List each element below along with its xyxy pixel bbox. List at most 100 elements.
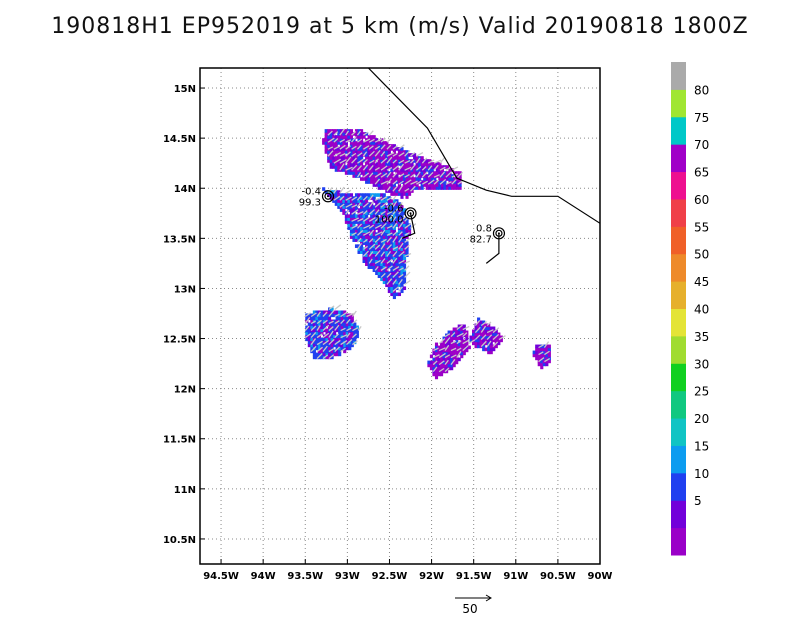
- echo-cell: [320, 337, 324, 342]
- colorbar-swatch: [671, 308, 686, 337]
- echo-cell: [360, 135, 364, 139]
- y-tick-label: 13N: [174, 284, 196, 295]
- echo-cell: [434, 372, 439, 377]
- echo-cell: [333, 337, 337, 342]
- echo-cell: [360, 156, 364, 160]
- echo-cell: [477, 344, 481, 349]
- echo-cell: [352, 141, 356, 145]
- echo-cell: [370, 138, 374, 142]
- echo-cell: [413, 165, 417, 169]
- echo-cell: [365, 144, 369, 148]
- echo-cell: [382, 177, 386, 181]
- echo-cell: [408, 189, 412, 193]
- echo-cell: [400, 147, 404, 151]
- wind-vector: [444, 344, 450, 351]
- vector-group: [432, 324, 476, 373]
- wind-vector: [398, 286, 403, 292]
- echo-cell: [317, 331, 322, 336]
- echo-cell: [382, 247, 386, 251]
- wind-vector: [310, 331, 317, 338]
- echo-cell: [349, 217, 354, 221]
- echo-cell: [413, 168, 417, 172]
- wind-vector: [357, 211, 364, 215]
- wind-vector: [410, 180, 418, 185]
- echo-cell: [339, 162, 343, 166]
- echo-cell: [362, 241, 366, 245]
- echo-cell: [420, 180, 424, 184]
- wind-vector: [316, 340, 323, 346]
- echo-cell: [338, 337, 342, 342]
- echo-cell: [343, 310, 347, 315]
- echo-cell: [405, 195, 409, 199]
- echo-cell: [402, 156, 407, 160]
- wind-vector: [356, 242, 363, 250]
- echo-cell: [482, 347, 486, 352]
- wind-vector: [410, 163, 417, 171]
- echo-cell: [370, 156, 374, 160]
- wind-vector: [427, 159, 435, 164]
- echo-cell: [397, 277, 402, 282]
- echo-cell: [352, 235, 356, 239]
- wind-vector: [433, 159, 442, 164]
- echo-cell: [372, 205, 376, 209]
- echo-cell: [465, 330, 469, 335]
- wind-vector: [450, 340, 457, 345]
- echo-cell: [395, 277, 399, 282]
- echo-cell: [415, 183, 419, 187]
- wind-vector: [438, 338, 446, 345]
- echo-cell: [460, 327, 464, 332]
- echo-cell: [353, 325, 357, 330]
- echo-cell: [367, 211, 371, 215]
- wind-vector: [386, 196, 393, 201]
- wind-vector: [351, 157, 357, 164]
- echo-cell: [385, 259, 389, 263]
- echo-cell: [445, 357, 449, 362]
- echo-cell: [325, 343, 329, 348]
- echo-cell: [338, 340, 342, 345]
- wind-vector: [334, 320, 340, 325]
- echo-cell: [367, 156, 371, 160]
- wind-vector: [368, 243, 376, 250]
- echo-cell: [447, 333, 451, 338]
- echo-cell: [367, 244, 371, 248]
- echo-cell: [349, 141, 354, 145]
- echo-cell: [375, 177, 379, 181]
- echo-cell: [350, 316, 354, 321]
- echo-cell: [365, 171, 369, 175]
- echo-cell: [320, 310, 324, 315]
- echo-cell: [410, 186, 414, 190]
- echo-cell: [387, 277, 391, 282]
- wind-vector: [339, 153, 346, 157]
- echo-cell: [357, 135, 361, 139]
- echo-cell: [400, 171, 404, 175]
- echo-cell: [377, 205, 381, 209]
- echo-cell: [343, 343, 347, 348]
- wind-vector: [392, 250, 398, 257]
- echo-cell: [357, 168, 361, 172]
- echo-cell: [354, 141, 359, 145]
- echo-cell: [375, 262, 379, 266]
- echo-cell: [377, 262, 381, 266]
- echo-cell: [348, 337, 352, 342]
- echo-cell: [370, 232, 374, 236]
- echo-cell: [400, 274, 404, 279]
- echo-cell: [397, 223, 402, 227]
- echo-cell: [445, 165, 450, 169]
- echo-cell: [397, 235, 402, 239]
- wind-vector: [480, 321, 488, 327]
- echo-cell: [357, 250, 361, 254]
- echo-cell: [325, 331, 329, 336]
- echo-cell: [375, 183, 379, 187]
- echo-cell: [337, 199, 341, 203]
- echo-cell: [408, 153, 412, 157]
- echo-cell: [353, 322, 357, 327]
- echo-cell: [334, 144, 338, 148]
- echo-cell: [392, 283, 396, 288]
- wind-vector: [444, 337, 451, 344]
- echo-cell: [367, 241, 371, 245]
- echo-cell: [315, 352, 319, 357]
- echo-cell: [415, 162, 419, 166]
- echo-cell: [325, 322, 329, 327]
- echo-cell: [333, 322, 337, 327]
- echo-cell: [334, 141, 338, 145]
